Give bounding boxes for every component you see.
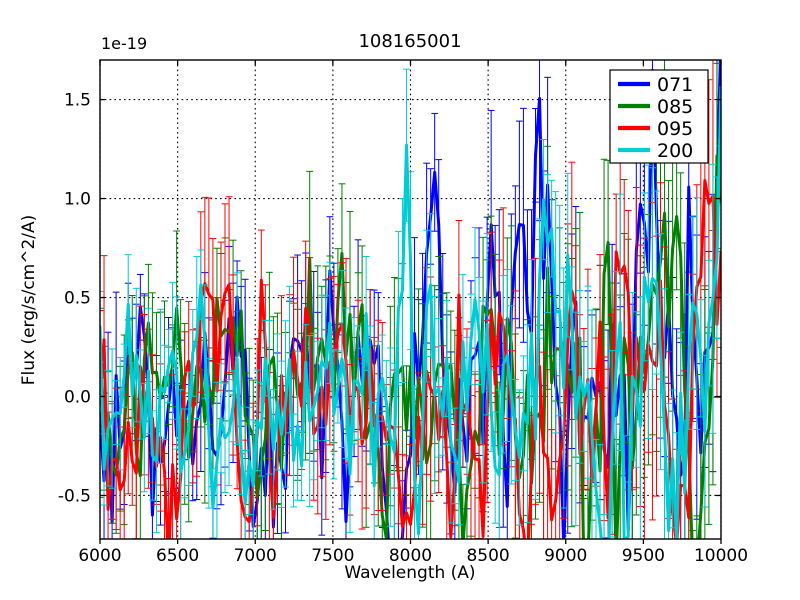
y-tick-label: 0.5 — [64, 289, 91, 309]
legend-entry-095[interactable]: 095 — [618, 118, 693, 140]
legend-entry-071[interactable]: 071 — [618, 74, 693, 96]
y-tick-label: -0.5 — [58, 486, 91, 506]
x-tick-label: 8500 — [466, 546, 509, 566]
y-tick-label: 1.5 — [64, 91, 91, 111]
x-tick-label: 7000 — [234, 546, 277, 566]
y-axis-label: Flux (erg/s/cm^2/A) — [19, 215, 39, 386]
axis-ticks: 6000 6500 7000 7500 8000 8500 9000 9500 10000 -0.… — [58, 60, 748, 566]
legend-label-095: 095 — [657, 118, 693, 140]
y-axis-offset-label: 1e-19 — [101, 34, 147, 53]
x-tick-label: 9000 — [544, 546, 587, 566]
legend-label-071: 071 — [657, 74, 693, 96]
y-tick-label: 1.0 — [64, 190, 91, 210]
legend-label-085: 085 — [657, 96, 693, 118]
x-tick-label: 6500 — [156, 546, 199, 566]
series-line-085 — [100, 154, 721, 539]
x-tick-label: 8000 — [389, 546, 432, 566]
page-title: 108165001 — [358, 31, 461, 52]
legend-entry-085[interactable]: 085 — [618, 96, 693, 118]
series-line-095 — [100, 178, 721, 539]
series-line-200 — [100, 85, 721, 539]
legend-entry-200[interactable]: 200 — [618, 140, 693, 162]
x-axis-label: Wavelength (A) — [344, 563, 475, 583]
y-tick-label: 0.0 — [64, 387, 91, 407]
x-tick-label: 9500 — [622, 546, 665, 566]
x-tick-label: 10000 — [694, 546, 748, 566]
x-tick-label: 7500 — [311, 546, 354, 566]
legend-label-200: 200 — [657, 140, 693, 162]
data-series-layer — [100, 60, 721, 539]
x-tick-label: 6000 — [78, 546, 121, 566]
series-200 — [100, 60, 721, 539]
